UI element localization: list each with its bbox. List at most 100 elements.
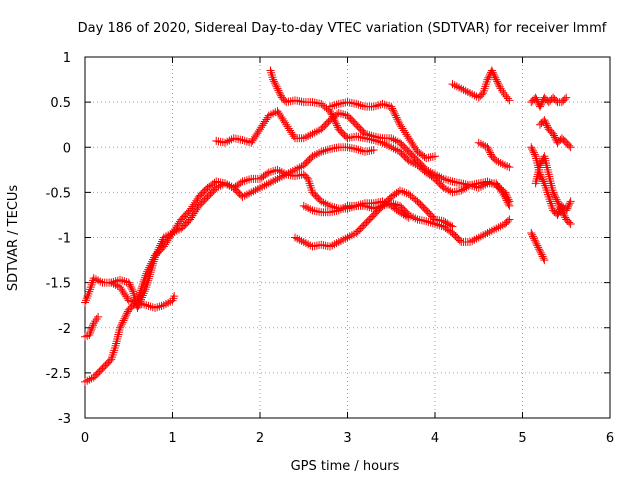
data-point xyxy=(327,110,336,119)
data-point xyxy=(389,106,397,115)
data-point xyxy=(275,88,284,97)
x-tick-label: 0 xyxy=(81,431,89,446)
data-point xyxy=(328,241,337,250)
data-point xyxy=(470,235,479,244)
data-point xyxy=(387,102,396,111)
data-point xyxy=(446,221,455,230)
data-point xyxy=(332,239,341,248)
data-point xyxy=(494,80,503,89)
data-point xyxy=(107,278,116,287)
data-point xyxy=(85,375,94,384)
data-point xyxy=(551,193,560,202)
data-point xyxy=(110,344,119,353)
data-point xyxy=(306,130,315,139)
data-point xyxy=(566,219,575,228)
data-point xyxy=(476,232,485,241)
x-tick-label: 5 xyxy=(518,431,526,446)
data-point xyxy=(546,199,555,208)
data-point xyxy=(242,190,251,199)
data-point xyxy=(378,138,387,147)
data-point xyxy=(481,82,490,91)
data-point xyxy=(557,204,565,213)
data-point xyxy=(258,182,267,191)
data-point xyxy=(394,117,403,126)
data-point xyxy=(249,187,258,196)
data-point xyxy=(474,138,483,147)
data-point xyxy=(86,329,95,338)
data-point xyxy=(391,136,400,145)
data-point xyxy=(441,218,450,227)
data-point xyxy=(538,252,547,261)
data-point xyxy=(498,86,507,95)
data-point xyxy=(387,143,396,152)
data-point xyxy=(496,222,505,231)
data-point xyxy=(266,66,275,75)
data-point xyxy=(295,163,304,172)
data-point xyxy=(143,267,152,276)
data-point xyxy=(116,321,125,330)
data-point xyxy=(457,84,466,93)
data-point xyxy=(387,134,396,143)
data-point xyxy=(109,348,118,357)
data-point xyxy=(304,131,313,140)
data-point xyxy=(275,173,284,182)
data-point xyxy=(553,210,562,219)
data-point xyxy=(87,325,96,334)
data-point xyxy=(81,296,90,305)
series-track-2 xyxy=(81,312,103,341)
data-point xyxy=(138,282,147,291)
data-points xyxy=(81,66,575,386)
data-point xyxy=(391,145,400,154)
data-point xyxy=(336,236,345,245)
data-point xyxy=(304,177,313,186)
data-point xyxy=(479,86,488,95)
data-point xyxy=(503,216,512,225)
data-point xyxy=(144,301,153,310)
data-point xyxy=(487,66,496,75)
data-point xyxy=(317,147,326,156)
data-point xyxy=(403,212,411,221)
x-axis-label: GPS time / hours xyxy=(291,459,400,474)
data-point xyxy=(484,145,493,154)
data-point xyxy=(107,353,116,362)
data-point xyxy=(288,166,297,175)
data-point xyxy=(147,259,156,268)
data-point xyxy=(550,133,559,142)
data-point xyxy=(140,275,149,284)
data-point xyxy=(489,70,498,79)
data-point xyxy=(397,209,406,218)
data-point xyxy=(113,332,122,341)
data-point xyxy=(140,273,149,282)
data-point xyxy=(494,223,503,232)
data-point xyxy=(455,236,464,245)
data-point xyxy=(270,77,278,86)
y-tick-label: 0 xyxy=(63,141,71,156)
data-point xyxy=(336,109,345,118)
series-track-3 xyxy=(81,143,378,386)
data-point xyxy=(543,121,551,130)
data-point xyxy=(439,217,448,226)
x-tick-labels: 0 1 2 3 4 5 6 xyxy=(81,431,614,446)
data-point xyxy=(306,205,315,214)
chart-title: Day 186 of 2020, Sidereal Day-to-day VTE… xyxy=(78,21,607,36)
data-point xyxy=(129,289,138,298)
data-point xyxy=(245,175,254,184)
series-track-7 xyxy=(326,98,439,163)
data-point xyxy=(536,100,545,109)
data-point xyxy=(546,177,555,186)
data-point xyxy=(293,164,302,173)
data-point xyxy=(552,195,561,204)
data-point xyxy=(543,163,552,172)
y-tick-label: -2 xyxy=(58,322,71,337)
data-point xyxy=(136,286,145,295)
data-point xyxy=(559,210,568,219)
data-point xyxy=(332,119,341,128)
data-point xyxy=(282,170,291,179)
data-point xyxy=(242,137,251,146)
data-point xyxy=(550,191,559,200)
data-point xyxy=(532,95,541,104)
data-point xyxy=(134,292,143,301)
data-point xyxy=(483,143,492,152)
data-point xyxy=(468,90,477,99)
y-tick-label: -1 xyxy=(58,232,71,247)
